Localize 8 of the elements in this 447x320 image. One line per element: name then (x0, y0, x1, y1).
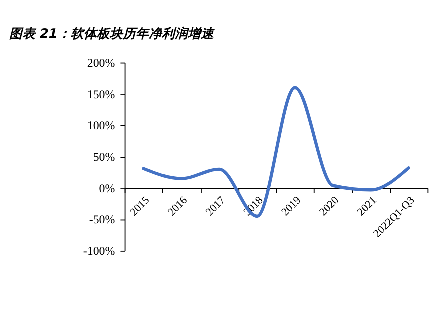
y-tick-label: 100% (87, 118, 116, 133)
y-tick-label: 50% (93, 150, 116, 164)
y-tick-label: 200% (87, 56, 116, 70)
y-tick-label: -100% (83, 244, 116, 258)
y-tick-label: 0% (99, 181, 116, 196)
chart-title: 图表 21：软体板块历年净利润增速 (9, 26, 216, 42)
y-tick-label: -50% (89, 212, 116, 227)
y-tick-label: 150% (87, 87, 116, 102)
